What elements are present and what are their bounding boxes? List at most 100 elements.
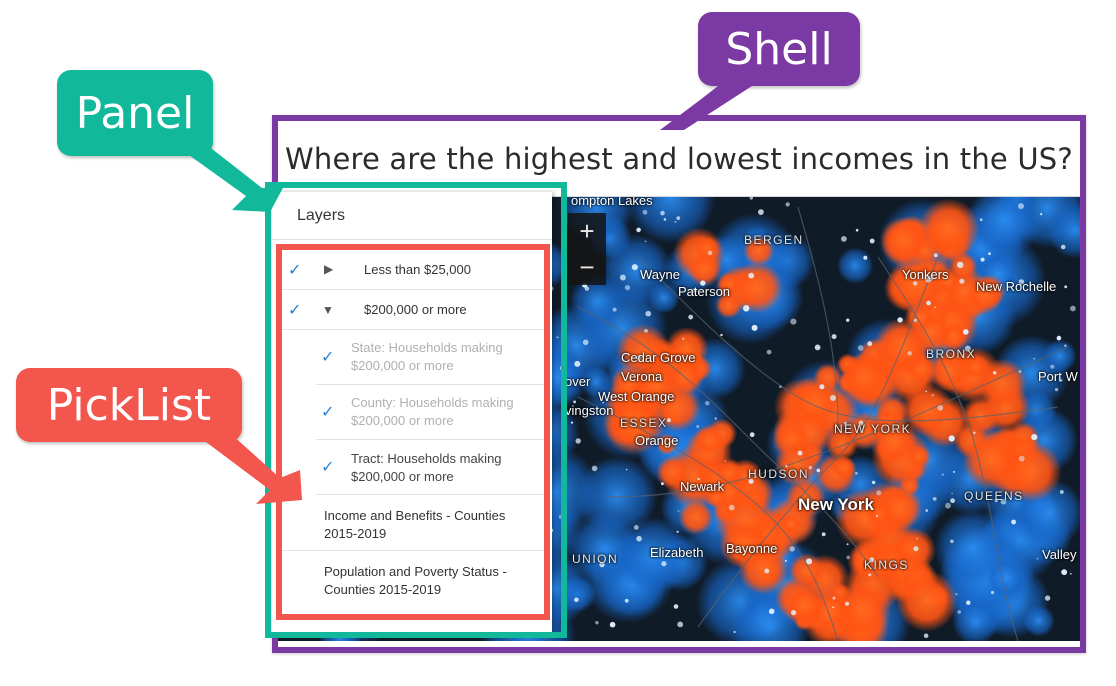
light-dot: [1064, 344, 1067, 347]
light-dot: [748, 478, 754, 484]
light-dot: [758, 209, 764, 215]
light-dot: [964, 345, 971, 352]
map-label: ompton Lakes: [571, 197, 653, 208]
light-dot: [633, 525, 639, 530]
light-dot: [816, 468, 821, 473]
light-dot: [913, 281, 918, 286]
light-dot: [595, 621, 599, 625]
high-income-blob: [831, 455, 857, 481]
zoom-out-button[interactable]: −: [568, 249, 606, 285]
light-dot: [923, 633, 929, 639]
map-label: New York: [798, 495, 874, 514]
high-income-blob: [781, 513, 802, 534]
light-dot: [574, 597, 579, 603]
map-label: vingston: [565, 403, 614, 418]
light-dot: [832, 606, 835, 609]
light-dot: [688, 314, 694, 320]
light-dot: [980, 257, 985, 262]
light-dot: [855, 228, 859, 232]
light-dot: [871, 480, 876, 485]
light-dot: [575, 438, 581, 444]
light-dot: [855, 471, 858, 475]
high-income-blob: [693, 235, 721, 263]
high-income-glow: [602, 198, 1062, 641]
low-income-blob: [985, 557, 1027, 599]
light-dot: [1018, 370, 1022, 373]
light-dot: [591, 465, 598, 472]
light-dot: [952, 470, 956, 473]
light-dot: [1050, 364, 1055, 369]
light-dot: [913, 318, 917, 322]
check-icon[interactable]: ✓: [321, 404, 335, 421]
light-dot: [642, 209, 648, 215]
map-label: BRONX: [926, 347, 977, 361]
light-dot: [584, 286, 590, 291]
light-dot: [645, 310, 651, 317]
check-icon[interactable]: ✓: [321, 349, 335, 366]
light-dot: [913, 546, 919, 552]
light-dot: [676, 216, 681, 220]
high-income-blob: [693, 424, 726, 457]
light-dot: [957, 610, 961, 614]
low-income-blob: [614, 517, 693, 595]
light-dot: [1067, 552, 1070, 555]
light-dot: [1060, 244, 1066, 250]
light-dot: [674, 221, 677, 223]
light-dot: [845, 601, 850, 606]
list-item-income-benefits[interactable]: Income and Benefits - Counties 2015-2019: [282, 495, 550, 551]
low-income-blob: [952, 598, 999, 641]
light-dot: [955, 593, 958, 596]
light-dot: [966, 600, 971, 605]
map-label: Paterson: [678, 284, 731, 299]
light-dot: [858, 420, 864, 426]
high-income-blob: [678, 499, 714, 535]
light-dot: [785, 465, 788, 468]
light-dot: [907, 351, 912, 356]
caret-down-icon[interactable]: ▼: [322, 303, 334, 317]
zoom-in-button[interactable]: +: [568, 213, 606, 249]
list-item-200000-or-more[interactable]: ✓ ▼ $200,000 or more: [282, 290, 550, 330]
high-income-blob: [774, 440, 820, 487]
list-item-less-than-25000[interactable]: ✓ ▶ Less than $25,000: [282, 250, 550, 290]
map-label: Verona: [621, 369, 663, 384]
light-dot: [560, 365, 566, 371]
list-item-tract-households[interactable]: ✓ Tract: Households making $200,000 or m…: [316, 440, 550, 495]
low-income-blob: [836, 247, 874, 284]
light-dot: [926, 300, 931, 306]
light-dot: [751, 324, 758, 331]
light-dot: [676, 530, 679, 533]
list-item-population-poverty[interactable]: Population and Poverty Status - Counties…: [282, 551, 550, 607]
label-line: Tract: Households making: [351, 451, 502, 466]
light-dot: [673, 604, 679, 609]
light-dot: [790, 318, 797, 325]
road-lines: [577, 206, 1069, 641]
light-dot: [612, 307, 617, 312]
high-income-blob: [1000, 440, 1062, 502]
check-icon[interactable]: ✓: [288, 302, 302, 319]
light-dot: [644, 240, 647, 243]
light-dot: [749, 197, 753, 200]
light-dot: [979, 218, 983, 222]
light-dot: [925, 390, 927, 393]
light-dot: [916, 537, 919, 540]
map-label: QUEENS: [964, 489, 1024, 503]
check-icon[interactable]: ✓: [288, 262, 302, 279]
light-dot: [808, 466, 813, 470]
light-dot: [729, 504, 735, 511]
caret-right-icon[interactable]: ▶: [324, 262, 334, 276]
light-dot: [755, 475, 757, 478]
light-dot: [844, 421, 847, 425]
light-dot: [663, 218, 667, 221]
label-line: $200,000 or more: [351, 469, 454, 484]
light-dot: [945, 502, 951, 509]
map-label: NEW YORK: [834, 422, 912, 436]
light-dot: [570, 421, 574, 424]
list-item-county-households[interactable]: ✓ County: Households making $200,000 or …: [316, 385, 550, 440]
light-dot: [743, 305, 750, 312]
light-dot: [619, 274, 626, 281]
light-dot: [660, 210, 665, 216]
check-icon[interactable]: ✓: [321, 459, 335, 476]
list-item-state-households[interactable]: ✓ State: Households making $200,000 or m…: [316, 330, 550, 385]
light-dot: [937, 405, 944, 411]
light-dot: [875, 514, 879, 518]
